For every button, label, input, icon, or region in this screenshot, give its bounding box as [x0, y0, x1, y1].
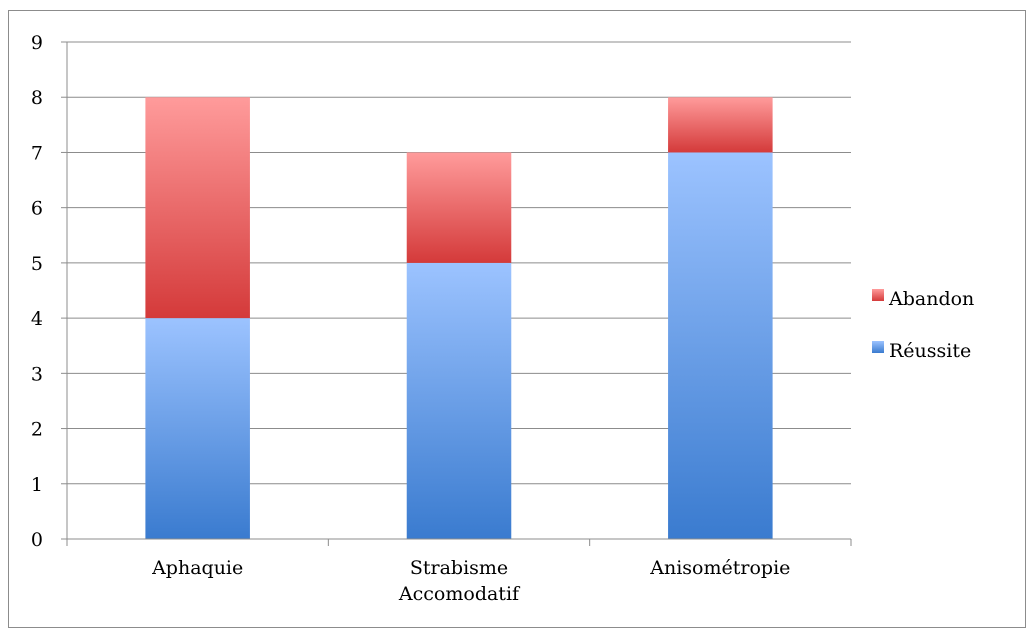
y-tick-label-7: 7 [31, 142, 43, 164]
bar-r-ussite-0 [145, 318, 250, 539]
y-tick-label-3: 3 [31, 363, 43, 385]
y-tick-label-2: 2 [31, 419, 43, 441]
bar-abandon-0 [145, 97, 250, 319]
axes [61, 41, 852, 546]
x-category-label-0-0: Aphaquie [151, 557, 243, 579]
legend: Abandon Réussite [872, 288, 974, 362]
bars [145, 97, 773, 539]
x-category-label-2-0: Anisométropie [649, 557, 790, 579]
bar-r-ussite-2 [668, 152, 773, 539]
y-tick-label-8: 8 [31, 87, 43, 109]
x-category-label-1-0: Strabisme [410, 557, 508, 579]
labels: 0 1 2 3 4 5 6 7 8 9 Aphaquie Strabisme Accomodatif An… [31, 32, 790, 605]
legend-swatch-1 [872, 341, 884, 353]
x-category-label-1-1: Accomodatif [398, 583, 521, 605]
legend-label-1: Réussite [889, 340, 971, 362]
y-tick-label-1: 1 [31, 474, 43, 496]
bar-abandon-2 [668, 97, 773, 153]
y-tick-label-9: 9 [31, 32, 43, 54]
bar-r-ussite-1 [406, 262, 512, 539]
y-tick-label-0: 0 [31, 529, 43, 551]
y-tick-label-5: 5 [31, 253, 43, 275]
y-tick-label-4: 4 [31, 308, 43, 330]
y-tick-label-6: 6 [31, 198, 43, 220]
legend-swatch-0 [872, 289, 884, 301]
legend-label-0: Abandon [888, 288, 974, 310]
bar-abandon-1 [406, 152, 512, 263]
